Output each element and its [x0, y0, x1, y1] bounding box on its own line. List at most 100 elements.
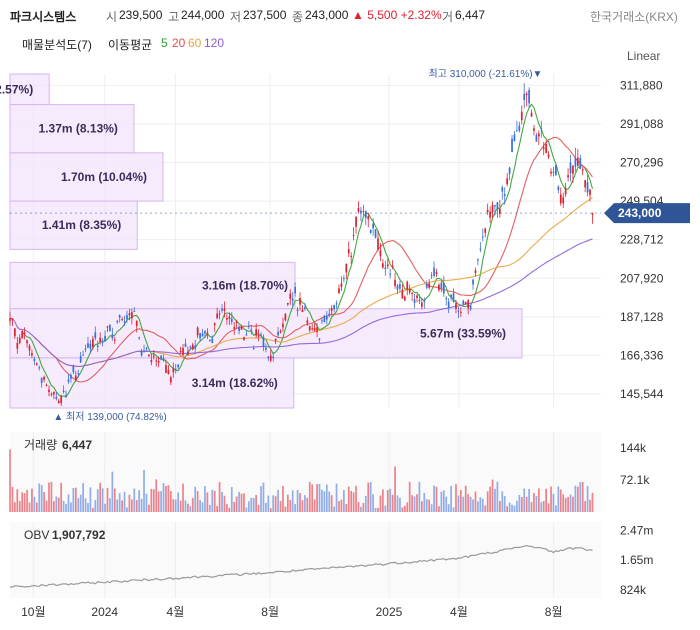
candle-body: [447, 301, 450, 308]
volume-bar: [550, 486, 552, 512]
volume-bar: [43, 491, 45, 512]
volume-bar: [294, 504, 296, 512]
volume-bar: [286, 494, 289, 512]
volume-bar: [152, 489, 155, 512]
candle-body: [50, 393, 53, 395]
close-label: 종: [292, 10, 304, 24]
candle-body: [70, 375, 72, 379]
candle-body: [116, 320, 119, 323]
volume-bar: [182, 483, 184, 512]
volume-bar: [421, 501, 423, 512]
obv-axis-tick: 2.47m: [620, 523, 653, 537]
candle-body: [135, 320, 138, 327]
volume-bar: [357, 501, 360, 512]
volume-bar: [403, 505, 406, 512]
candle-body: [233, 327, 236, 329]
candle-body: [272, 356, 275, 359]
candle-body: [445, 298, 448, 300]
candle-body: [389, 273, 392, 275]
candle-body: [574, 157, 577, 167]
candle-body: [423, 301, 426, 303]
volume-bar: [472, 499, 474, 512]
candle-body: [104, 335, 106, 342]
candle-body: [357, 208, 360, 212]
volume-bar: [564, 498, 567, 512]
volume-bar: [35, 502, 38, 512]
volume-bar: [206, 492, 209, 512]
candle-body: [438, 284, 440, 291]
candle-body: [372, 223, 374, 229]
volume-bar: [70, 502, 72, 512]
candle-body: [21, 331, 24, 339]
candle-body: [33, 358, 36, 361]
volume-bar: [62, 500, 65, 512]
candle-body: [43, 376, 45, 380]
candle-body: [481, 236, 484, 238]
candle-body: [53, 391, 55, 395]
candle-body: [65, 394, 67, 396]
ma120-label: 120: [204, 36, 225, 50]
volume-bar: [459, 490, 462, 512]
volume-bar: [211, 489, 214, 512]
candle-body: [589, 189, 591, 196]
change-value: ▲ 5,500 +2.32%: [352, 8, 442, 22]
volume-bar: [277, 489, 279, 512]
volume-bar: [325, 484, 328, 512]
scale-select[interactable]: Linear: [627, 49, 661, 63]
volume-bar: [384, 505, 387, 512]
volume-bar: [360, 506, 362, 512]
volume-bar: [216, 506, 219, 512]
candle-body: [367, 216, 370, 220]
candle-body: [216, 313, 219, 319]
volume-bar: [247, 501, 250, 512]
volume-bar: [586, 486, 589, 512]
candle-body: [128, 313, 131, 316]
candle-body: [150, 359, 153, 362]
volume-axis-tick: 144k: [620, 441, 647, 455]
volume-profile-bar: [9, 261, 296, 310]
candle-body: [530, 112, 533, 117]
volume-bar: [28, 502, 31, 512]
candle-body: [60, 396, 63, 404]
candle-body: [418, 299, 421, 302]
candle-body: [382, 263, 384, 268]
volume-bar: [355, 485, 357, 512]
moving-average-toggle[interactable]: 이동평균: [108, 38, 153, 52]
volume-bar: [391, 494, 394, 512]
candle-body: [572, 165, 574, 174]
candle-body: [247, 326, 250, 328]
volume-bar: [267, 495, 270, 512]
volume-bar: [330, 495, 333, 512]
candle-body: [316, 327, 318, 332]
candle-body: [28, 345, 31, 351]
candle-body: [67, 379, 70, 382]
volume-bar: [31, 488, 33, 512]
volume-bar: [16, 489, 19, 512]
price-axis-tick: 228,712: [620, 233, 664, 247]
volume-bar: [540, 502, 543, 512]
candle-body: [586, 181, 589, 193]
volume-profile-toggle[interactable]: 매물분석도(7): [22, 38, 92, 52]
volume-bar: [213, 490, 216, 512]
volume-bar: [116, 499, 119, 512]
candle-body: [99, 337, 102, 342]
candle-body: [362, 210, 365, 212]
candle-body: [265, 348, 267, 350]
volume-bar: [162, 483, 165, 512]
ma120-line: [9, 238, 593, 368]
candle-body: [528, 90, 530, 104]
volume-bar: [328, 491, 331, 512]
volume-bar: [121, 500, 123, 512]
candle-body: [584, 180, 587, 188]
volume-bar: [576, 486, 579, 512]
stock-name: 파크시스템스: [10, 10, 77, 24]
volume-bar: [452, 507, 455, 512]
volume-bar: [179, 500, 182, 512]
candle-body: [462, 300, 465, 305]
volume-bar: [196, 491, 199, 512]
candle-body: [77, 373, 80, 375]
volume-bar: [567, 497, 569, 512]
candle-body: [57, 400, 60, 404]
volume-bar: [60, 482, 63, 512]
volume-bar: [57, 497, 60, 512]
